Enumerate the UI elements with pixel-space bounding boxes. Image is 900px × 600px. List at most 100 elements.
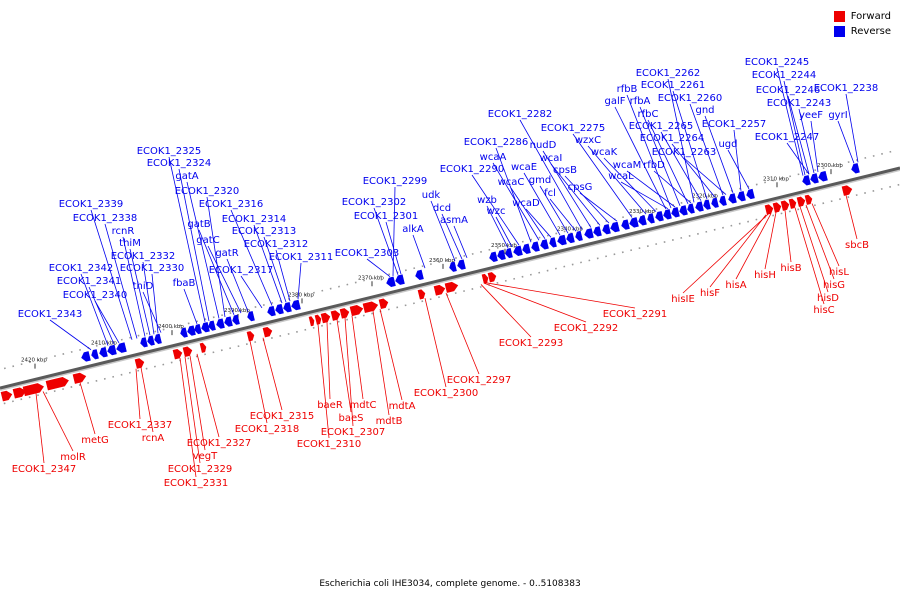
gene-label-rcnr: rcnR [112,226,146,337]
reverse-gene-arrow [602,224,611,235]
gene-label-text: wzb [477,195,497,206]
gene-label-ecok1-2329: ECOK1_2329 [168,356,232,475]
leader-line [539,185,569,234]
tick-label: 2310 kbp [763,176,789,182]
tick-label: 2420 kbp [21,358,47,364]
gene-label-text: ECOK1_2310 [297,439,362,450]
gene-label-ecok1-2313: ECOK1_2313 [232,226,296,303]
forward-swatch [833,11,845,22]
gene-label-gyri: gyrI [828,110,855,164]
tick-2380-kbp: 2380 kbp [288,292,314,304]
reverse-gene-arrow [513,245,523,257]
leader-line [445,292,480,375]
reverse-gene-arrow [415,269,424,281]
gene-label-text: wcaK [591,147,618,158]
leader-line [799,206,829,293]
gene-label-text: ECOK1_2282 [488,109,553,120]
gene-label-ecok1-2331: ECOK1_2331 [164,357,229,489]
leader-line [80,273,109,346]
reverse-gene-arrow [81,351,91,362]
leader-line [275,249,291,302]
tick-label: 2390 kbp [224,308,250,314]
gene-label-wcam: wcaM [613,160,676,208]
forward-gene-arrow [417,289,426,300]
axis-line [0,166,900,390]
reverse-gene-arrow [746,188,755,200]
leader-line [660,131,702,201]
gene-label-cpsg: cpsG [568,182,618,222]
gene-label-fbab: fbaB [173,278,198,324]
gene-label-gnd: gnd [695,105,734,193]
forward-gene-arrow [433,284,446,296]
gene-label-ecok1-2302: ECOK1_2302 [342,197,406,275]
gene-label-ecok1-2338: ECOK1_2338 [73,213,138,339]
gene-label-text: ECOK1_2307 [321,427,386,438]
gene-label-ecok1-2317: ECOK1_2317 [209,265,273,309]
leader-line [798,108,815,174]
gene-label-text: baeS [339,413,364,424]
gene-label-text: cpsB [553,165,577,176]
forward-gene-arrow [788,198,797,209]
gene-label-text: wzc [487,206,506,217]
gene-label-text: rfbC [638,109,659,120]
leader-line [186,181,220,319]
gene-label-ecok1-2337: ECOK1_2337 [108,368,172,431]
gene-label-galf: galF [604,96,667,210]
leader-line [620,181,669,210]
forward-gene-arrow [134,358,145,369]
gene-label-ecok1-2316: ECOK1_2316 [199,199,273,306]
gene-label-rfbd: rfbD [643,160,692,204]
gene-label-text: ECOK1_2325 [137,146,202,157]
forward-gene-arrow [362,301,379,314]
leader-line [178,168,210,321]
leader-line [564,175,610,224]
gene-label-wzxc: wzxC [575,135,647,215]
gene-label-text: wcaM [613,160,641,171]
gene-label-ecok1-2244: ECOK1_2244 [752,70,817,176]
gene-label-text: vegT [193,451,218,462]
gene-label-text: ECOK1_2265 [629,121,694,132]
reverse-gene-arrow [728,193,737,204]
leader-line [351,315,364,400]
tick-label: 2360 kbp [429,258,455,264]
gene-label-ecok1-2292: ECOK1_2292 [484,283,618,334]
gene-label-text: ECOK1_2286 [464,137,529,148]
reverse-gene-arrow [549,237,557,248]
gene-label-rcna: rcnA [140,367,164,444]
gene-label-text: gnd [695,105,714,116]
gene-label-text: ECOK1_2347 [12,464,77,475]
forward-gene-arrow [0,390,13,402]
leader-line [453,225,468,258]
gene-label-hisl: hisL [811,203,849,278]
leader-line [603,157,657,212]
leader-line [480,284,532,338]
leader-line [90,209,133,340]
gene-label-ecok1-2310: ECOK1_2310 [297,324,362,450]
gene-label-mdta: mdtA [379,309,416,412]
leader-line [614,106,667,210]
gene-label-thid: thiD [133,281,162,333]
forward-gene-arrow [314,314,322,325]
gene-label-gatc: gatC [196,235,242,314]
gene-label-text: fbaB [173,278,196,289]
gene-label-text: ECOK1_2299 [363,176,428,187]
leader-line [495,216,513,248]
gene-label-text: ECOK1_2320 [175,186,240,197]
gene-label-text: ECOK1_2331 [164,478,229,489]
leader-line [794,207,825,305]
gene-label-hisa: hisA [725,213,772,291]
leader-line [486,205,509,249]
reverse-gene-arrow [91,349,99,360]
gene-label-text: ECOK1_2275 [541,123,606,134]
legend-reverse: Reverse [833,24,891,39]
gene-label-text: mdtC [350,400,377,411]
gene-label-rfba: rfbA [630,96,681,206]
gene-label-text: ECOK1_2244 [752,70,817,81]
leader-line [35,393,45,464]
reverse-gene-arrow [283,302,292,313]
gene-label-ecok1-2275: ECOK1_2275 [541,123,633,218]
reverse-gene-arrow [187,325,196,336]
reverse-gene-arrow [194,323,202,335]
leader-line [671,143,716,198]
leader-line [198,229,235,315]
